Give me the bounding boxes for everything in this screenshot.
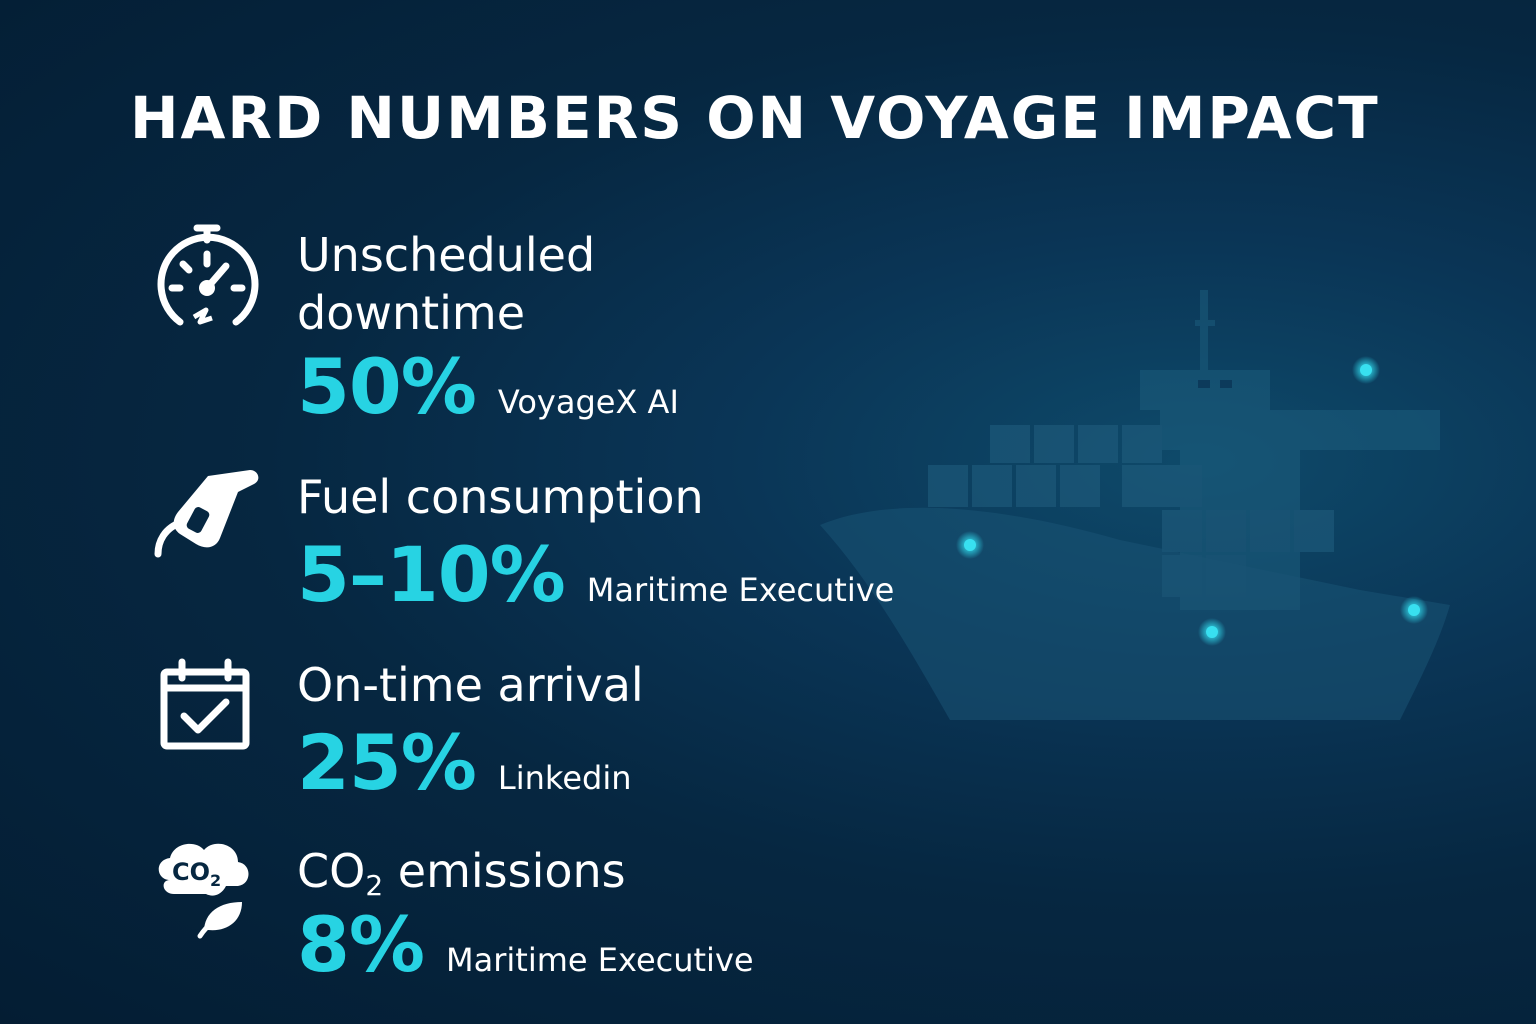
metric-label: On-time arrival [297,658,644,712]
metric-value-line: 25% Linkedin [297,718,631,807]
metric-value: 5–10% [297,530,566,619]
metric-label-line1: Unscheduled [297,228,596,282]
calendar-check-icon [160,658,250,750]
metric-source: VoyageX AI [497,383,679,421]
svg-text:CO: CO [172,858,210,886]
metric-source: Maritime Executive [586,571,895,609]
metric-label-suffix: emissions [383,844,626,898]
metric-label: Fuel consumption [297,470,704,524]
metric-value: 8% [297,900,425,989]
metric-label-line2: downtime [297,286,526,340]
metric-value: 25% [297,718,477,807]
co2-leaf-icon: CO 2 [158,843,249,939]
svg-text:2: 2 [210,871,221,890]
metric-source: Linkedin [497,759,632,797]
page-title: HARD NUMBERS ON VOYAGE IMPACT [130,84,1380,152]
metric-source: Maritime Executive [446,941,754,979]
metric-value-line: 50% VoyageX AI [297,342,679,431]
metric-label: Unscheduled downtime [297,226,595,342]
metric-label-prefix: CO [297,844,366,898]
metric-label-subscript: 2 [365,869,384,902]
fuel-nozzle-icon [154,470,259,558]
container-ship-illustration [820,290,1450,720]
metric-value: 50% [297,342,477,431]
metric-label: CO2 emissions [297,842,626,915]
stopwatch-icon [157,224,259,326]
metric-value-line: 5–10% Maritime Executive [297,530,894,619]
metric-value-line: 8% Maritime Executive [297,900,754,989]
